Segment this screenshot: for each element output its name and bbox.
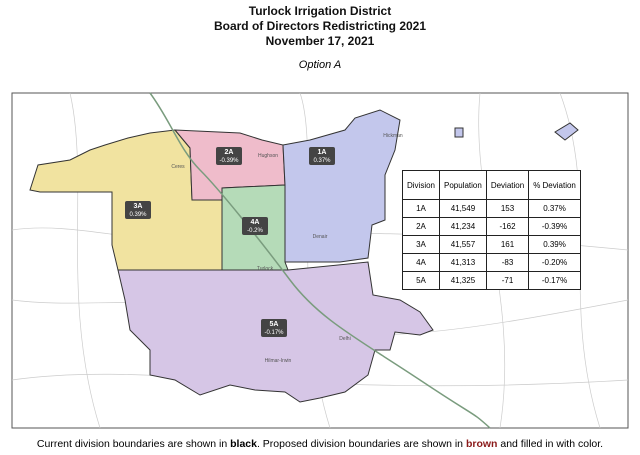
caption-text: . Proposed division boundaries are shown… [256,438,466,450]
division-deviation: 0.37% [313,158,331,164]
table-cell: 41,325 [439,271,487,290]
river [149,92,491,429]
table-row: 4A 41,313 -83 -0.20% [401,253,581,272]
table-header: Division [401,170,441,200]
table-cell: -0.17% [528,271,581,290]
organization: Turlock Irrigation District [248,4,392,18]
table-cell: -162 [485,217,530,236]
division-deviation: -0.17% [264,330,284,336]
division-deviation: -0.2% [247,228,263,234]
option: Option A [298,59,342,71]
place-name: Denair [313,234,328,240]
table-header: Deviation [485,170,530,200]
division-deviation: 0.39% [129,212,147,218]
deviation-table: Division Population Deviation% Deviation 1A… [401,170,581,290]
division-name: 2A [225,149,234,156]
caption-text: and filled in with color. [497,438,604,450]
division-label-box [242,217,268,235]
table-cell: 0.39% [528,235,581,254]
caption-black: black [230,438,257,450]
division-label-box [216,147,242,165]
place-name: Hickman [383,133,403,139]
place-name: Hughson [258,153,278,159]
table-row: 5A 41,325 -71 -0.17% [401,271,581,290]
table-cell: 153 [485,199,530,218]
table-cell: 4A [401,253,441,272]
table-header: % Deviation [528,170,581,200]
island [554,122,579,141]
place-name: Turlock [257,266,274,272]
table-cell: -83 [485,253,530,272]
title: Board of Directors Redistricting 2021 [213,19,427,33]
table-row: 2A 41,234 -162 -0.39% [401,217,581,236]
table-row: 3A 41,557 161 0.39% [401,235,581,254]
table-cell: 161 [485,235,530,254]
division-name: 3A [134,203,143,210]
table-header: Population [439,170,487,200]
place-name: Ceres [171,164,185,170]
place-name: Hilmar-Irwin [265,358,292,364]
division-label-box [309,147,335,165]
table-cell: 5A [401,271,441,290]
table-cell: -71 [485,271,530,290]
division-deviation: -0.39% [219,158,239,164]
table-cell: 2A [401,217,441,236]
division-label-box [261,319,287,337]
table-cell: 41,313 [439,253,487,272]
caption-text: Current division boundaries are shown in [36,438,231,450]
caption-brown: brown [465,438,498,450]
table-cell: 41,557 [439,235,487,254]
table-cell: -0.20% [528,253,581,272]
table-cell: 41,234 [439,217,487,236]
division-label-box [125,201,151,219]
division-name: 1A [318,149,327,156]
table-row: 1A 41,549 153 0.37% [401,199,581,218]
island [454,127,464,138]
table-cell: 3A [401,235,441,254]
table-cell: 0.37% [528,199,581,218]
table-cell: 1A [401,199,441,218]
table-cell: -0.39% [528,217,581,236]
table-cell: 41,549 [439,199,487,218]
caption: Current division boundaries are shown in… [0,438,640,450]
place-name: Delhi [339,336,350,342]
division-name: 4A [251,219,260,226]
division-name: 5A [270,321,279,328]
date: November 17, 2021 [265,34,375,48]
